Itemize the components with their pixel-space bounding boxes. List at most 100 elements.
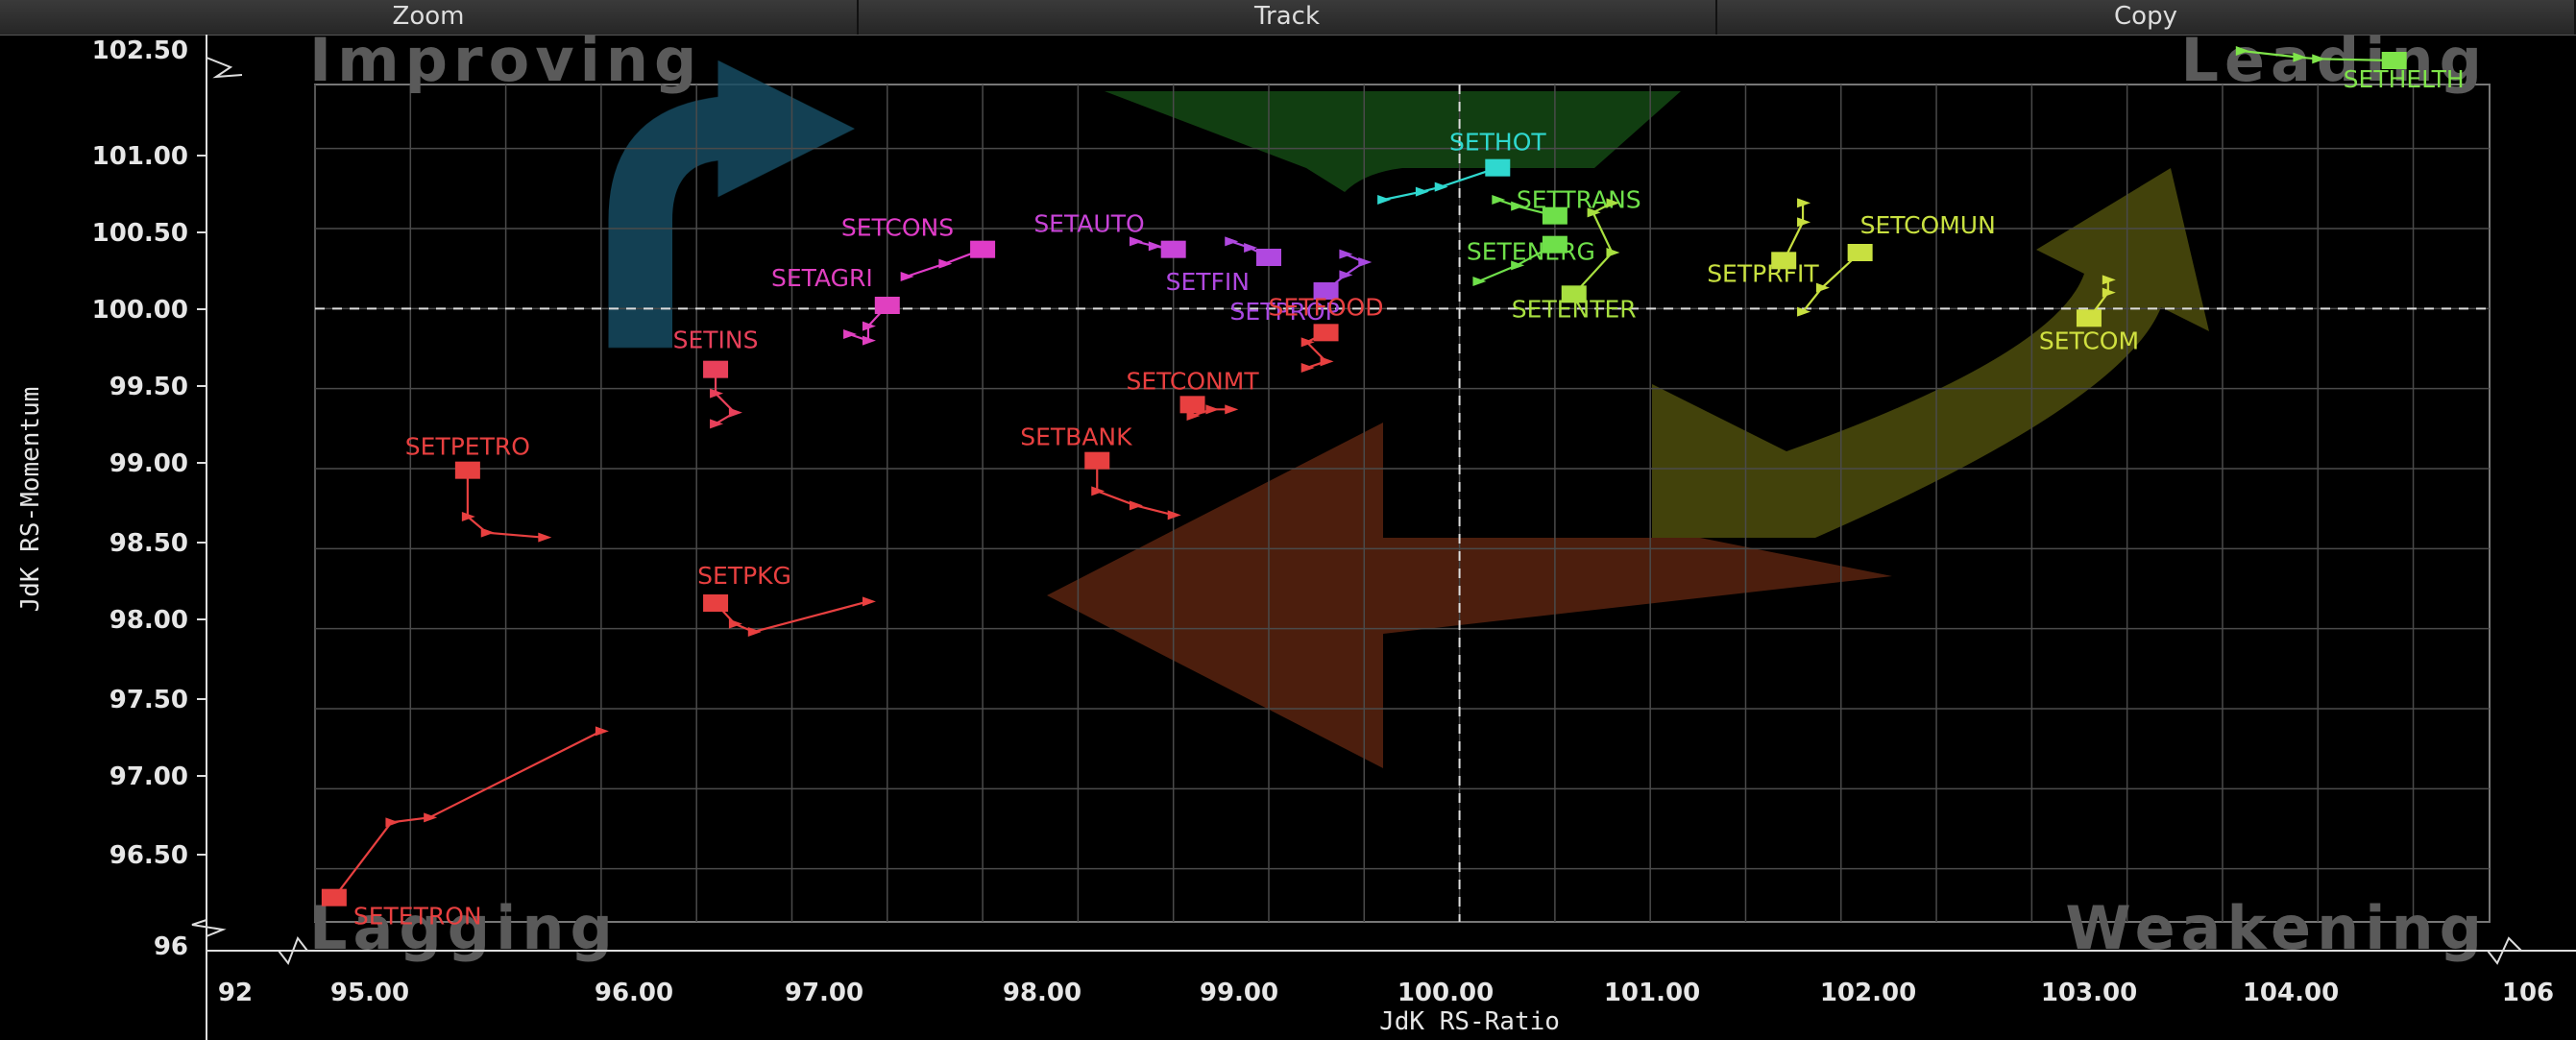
symbol-label: SETFIN — [1166, 268, 1250, 296]
y-tick-label: 99.50 — [109, 373, 188, 401]
series-sethot[interactable]: SETHOT — [1377, 129, 1546, 205]
symbol-label: SETTRANS — [1517, 186, 1641, 214]
tail-marker — [1225, 404, 1239, 415]
quadrant-label-weakening: Weakening — [2065, 893, 2488, 963]
series-setpetro[interactable]: SETPETRO — [405, 433, 552, 543]
series-setprfit[interactable]: SETPRFIT — [1707, 198, 1819, 287]
y-axis-break-bottom — [191, 919, 227, 937]
symbol-label: SETPKG — [697, 562, 791, 590]
tail-marker — [728, 618, 742, 629]
series-setins[interactable]: SETINS — [673, 327, 759, 429]
y-axis-break-top — [206, 57, 243, 79]
tail-marker — [710, 419, 724, 429]
head-marker[interactable] — [321, 888, 347, 907]
head-marker[interactable] — [454, 461, 480, 479]
x-tick-label: 98.00 — [1003, 979, 1081, 1007]
zoom-button[interactable]: Zoom — [0, 0, 859, 35]
tail-marker — [424, 812, 438, 823]
tail-marker — [2312, 54, 2326, 64]
tail-marker — [385, 817, 400, 828]
x-tick-label: 104.00 — [2243, 979, 2339, 1007]
head-marker[interactable] — [1255, 249, 1281, 266]
head-marker[interactable] — [874, 297, 900, 314]
y-tick-label: 100.00 — [92, 296, 188, 325]
symbol-label: SETCONS — [841, 214, 954, 242]
symbol-label: SETFOOD — [1269, 293, 1384, 321]
tail-marker — [1300, 363, 1315, 373]
series-setpkg[interactable]: SETPKG — [697, 562, 876, 637]
x-axis-ticks: 92 95.00 96.00 97.00 98.00 99.00 100.00 101.00 1… — [218, 979, 2554, 1007]
series-setcons[interactable]: SETCONS — [841, 214, 996, 281]
head-marker[interactable] — [703, 360, 729, 378]
copy-button[interactable]: Copy — [1717, 0, 2576, 35]
head-marker[interactable] — [703, 594, 729, 612]
x-tick-label: 103.00 — [2041, 979, 2137, 1007]
series-setetron[interactable]: SETETRON — [321, 726, 609, 931]
head-marker[interactable] — [970, 240, 996, 258]
series-setenerg[interactable]: SETENERG — [1467, 235, 1595, 286]
tail-marker — [480, 527, 495, 538]
series-setconmt[interactable]: SETCONMT — [1126, 367, 1259, 421]
tail-marker — [1434, 181, 1448, 192]
head-marker[interactable] — [1771, 252, 1797, 270]
track-button[interactable]: Track — [859, 0, 1717, 35]
tail-marker — [2102, 287, 2116, 298]
head-marker[interactable] — [1160, 240, 1186, 258]
series-setbank[interactable]: SETBANK — [1020, 423, 1181, 520]
tail-marker — [1606, 248, 1620, 257]
tail-marker — [1358, 257, 1373, 267]
tail-marker — [862, 596, 876, 607]
head-marker[interactable] — [1542, 235, 1567, 254]
symbol-label: SETENTER — [1512, 295, 1637, 323]
tail-marker — [1148, 241, 1162, 252]
tail-marker — [710, 388, 724, 399]
y-axis-ticks: 102.50 101.00 100.50 100.00 99.50 99.00 98.50 9… — [92, 36, 207, 961]
symbol-label: SETBANK — [1020, 423, 1132, 451]
series-setenter[interactable]: SETENTER — [1512, 198, 1637, 323]
tail-marker — [728, 407, 742, 418]
head-marker[interactable] — [2381, 52, 2407, 69]
head-marker[interactable] — [1313, 282, 1339, 300]
y-tick-label: 98.50 — [109, 529, 188, 558]
tail-line — [332, 730, 602, 899]
symbol-label: SETCOMUN — [1860, 211, 1996, 239]
series-setfood[interactable]: SETFOOD — [1269, 293, 1384, 373]
tail-marker — [538, 532, 552, 543]
symbol-label: SETETRON — [353, 903, 482, 931]
series-setagri[interactable]: SETAGRI — [771, 264, 900, 346]
lagging-arrow — [1047, 423, 1892, 768]
tail-marker — [595, 726, 609, 737]
tail-marker — [747, 627, 762, 637]
series-setcom[interactable]: SETCOM — [2039, 275, 2139, 354]
x-tick-label: 97.00 — [785, 979, 863, 1007]
head-marker[interactable] — [1179, 396, 1205, 414]
symbol-label: SETCOM — [2039, 327, 2139, 354]
y-axis-title: JdK RS-Momentum — [16, 387, 45, 613]
head-marker[interactable] — [1542, 206, 1567, 225]
head-marker[interactable] — [1084, 451, 1110, 470]
symbol-label: SETHELTH — [2344, 65, 2465, 93]
series-sethelth[interactable]: SETHELTH — [2235, 46, 2465, 93]
tail-marker — [1606, 198, 1620, 208]
tail-marker — [1815, 282, 1830, 293]
x-tick-label: 100.00 — [1397, 979, 1494, 1007]
tail-marker — [843, 329, 858, 339]
series-settrans[interactable]: SETTRANS — [1492, 186, 1641, 225]
head-marker[interactable] — [2076, 309, 2102, 327]
head-marker[interactable] — [1561, 285, 1587, 303]
symbol-label: SETPETRO — [405, 433, 530, 461]
series-setprop[interactable]: SETPROP — [1230, 249, 1373, 326]
head-marker[interactable] — [1313, 324, 1339, 342]
y-tick-label: 101.00 — [92, 142, 188, 171]
series-setcomun[interactable]: SETCOMUN — [1797, 211, 1996, 317]
chart-toolbar: Zoom Track Copy — [0, 0, 2576, 36]
head-marker[interactable] — [1485, 158, 1511, 177]
series-setauto[interactable]: SETAUTO — [1033, 210, 1186, 258]
x-tick-label: 102.00 — [1820, 979, 1916, 1007]
tail-marker — [1186, 411, 1201, 421]
tail-marker — [461, 512, 475, 521]
tail-marker — [1511, 260, 1525, 271]
series-setfin[interactable]: SETFIN — [1166, 236, 1281, 296]
head-marker[interactable] — [1847, 244, 1873, 261]
